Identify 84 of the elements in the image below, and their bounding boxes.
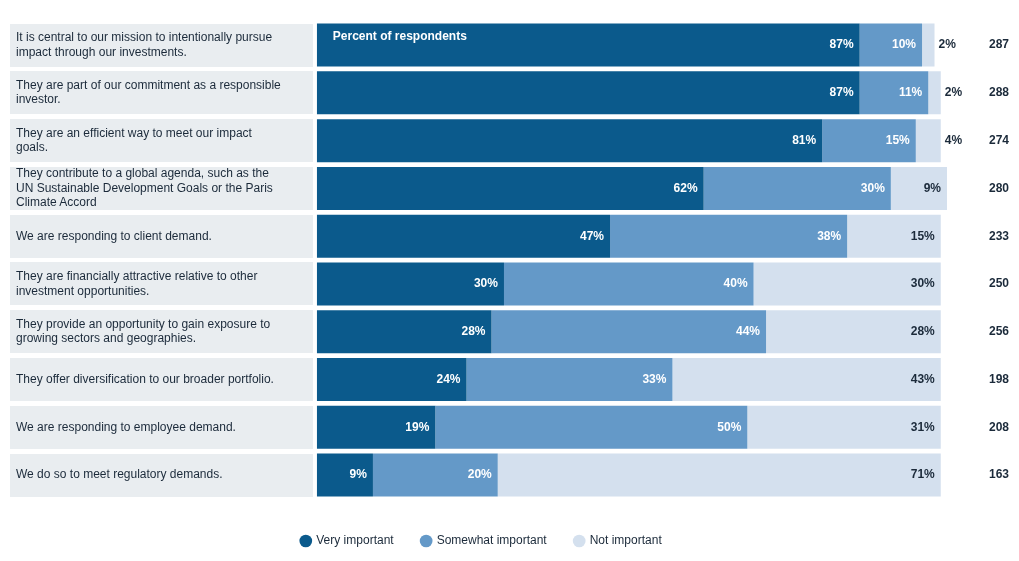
text: 274 xyxy=(988,132,1010,147)
y-tick-label: They are financially attractive relative to other investment opportunities. xyxy=(16,269,258,298)
data-label: 31% xyxy=(910,419,936,434)
bar xyxy=(316,262,504,306)
y-tick-label: They provide an opportunity to gain exposure to growing sectors and geographies. xyxy=(16,316,271,346)
legend-label: Somewhat important xyxy=(436,533,548,548)
text: 208 xyxy=(988,419,1010,434)
data-label: 30% xyxy=(473,276,499,291)
bar xyxy=(316,310,492,354)
text: 287 xyxy=(988,37,1010,52)
text: 198 xyxy=(988,371,1010,386)
bar xyxy=(859,23,923,67)
bar xyxy=(316,71,860,115)
data-label: 40% xyxy=(723,276,748,291)
y-tick-label: They contribute to a global agenda, such as the UN Sustainable Development Goals or the Paris Climate Accord xyxy=(16,166,273,210)
bar xyxy=(316,405,436,449)
bar xyxy=(503,262,754,306)
text: 163 xyxy=(988,467,1010,482)
bar xyxy=(922,23,935,67)
bar xyxy=(316,358,467,402)
bar xyxy=(497,453,941,497)
bar xyxy=(435,405,748,449)
data-label: 10% xyxy=(892,37,917,52)
data-label: 11% xyxy=(898,85,923,100)
bar xyxy=(672,358,941,402)
bar xyxy=(610,214,848,258)
data-label: 15% xyxy=(885,132,911,147)
bar xyxy=(316,119,823,163)
data-label: 15% xyxy=(910,228,936,243)
data-label: 81% xyxy=(792,132,817,147)
data-label: 28% xyxy=(910,324,936,339)
y-tick-label: They are part of our commitment as a responsible investor. xyxy=(16,77,282,107)
bar xyxy=(747,405,941,449)
bar xyxy=(372,453,498,497)
data-label: 4% xyxy=(944,132,963,147)
bar xyxy=(466,358,673,402)
bar xyxy=(491,310,767,354)
y-tick-label: We are responding to client demand. xyxy=(16,228,212,243)
bar xyxy=(847,214,941,258)
data-label: 2% xyxy=(938,37,957,52)
text: 280 xyxy=(988,180,1010,195)
data-label: 43% xyxy=(910,371,936,386)
bar xyxy=(859,71,929,115)
legend-label: Very important xyxy=(316,533,395,548)
bar xyxy=(753,262,941,306)
data-label: 9% xyxy=(349,467,368,482)
data-label: 62% xyxy=(673,180,698,195)
data-label: 87% xyxy=(829,85,854,100)
data-label: 47% xyxy=(580,228,605,243)
data-label: 87% xyxy=(829,37,854,52)
data-label: 30% xyxy=(910,276,936,291)
data-label: 33% xyxy=(642,371,667,386)
data-label: 38% xyxy=(817,228,842,243)
annotation: Percent of respondents xyxy=(332,29,468,44)
text: 288 xyxy=(988,85,1010,100)
data-label: 24% xyxy=(436,371,461,386)
data-label: 19% xyxy=(405,419,430,434)
bar xyxy=(316,166,704,210)
data-label: 9% xyxy=(923,180,942,195)
bar xyxy=(316,214,611,258)
data-label: 28% xyxy=(461,324,486,339)
legend-label: Not important xyxy=(589,533,663,548)
y-tick-label: We do so to meet regulatory demands. xyxy=(16,467,223,482)
data-label: 50% xyxy=(717,419,742,434)
y-tick-label: It is central to our mission to intentionally pursue impact through our investments. xyxy=(16,30,273,59)
y-tick-label: They are an efficient way to meet our impact goals. xyxy=(16,125,253,155)
bar xyxy=(316,453,373,497)
bar xyxy=(915,119,941,163)
text: 233 xyxy=(988,228,1010,243)
bar xyxy=(316,23,860,67)
data-label: 30% xyxy=(860,180,886,195)
y-tick-label: We are responding to employee demand. xyxy=(16,419,236,434)
bar xyxy=(766,310,941,354)
bar xyxy=(890,166,947,210)
data-label: 20% xyxy=(467,467,493,482)
text: 256 xyxy=(988,324,1010,339)
text: 250 xyxy=(988,276,1010,291)
y-tick-label: They offer diversification to our broader portfolio. xyxy=(16,371,274,386)
bar xyxy=(822,119,916,163)
bar xyxy=(703,166,891,210)
bar xyxy=(928,71,941,115)
data-label: 2% xyxy=(944,85,963,100)
data-label: 71% xyxy=(910,467,936,482)
data-label: 44% xyxy=(736,324,761,339)
